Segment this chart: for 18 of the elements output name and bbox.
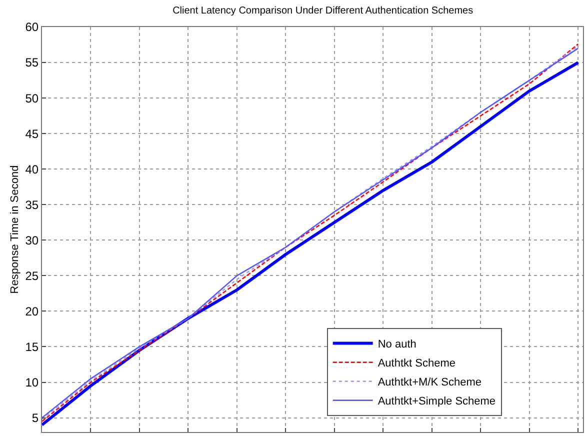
- legend-label: No auth: [378, 338, 416, 351]
- y-tick-label: 25: [25, 268, 39, 283]
- legend-label: Authtkt Scheme: [378, 358, 456, 370]
- y-tick-label: 55: [25, 56, 39, 70]
- y-tick-label: 30: [25, 233, 39, 248]
- legend-label: Authtkt+Simple Scheme: [378, 396, 496, 408]
- y-tick-label: 50: [25, 91, 39, 106]
- y-tick-label: 15: [25, 340, 39, 354]
- chart-title: Client Latency Comparison Under Different Authentication Schemes: [172, 6, 474, 17]
- y-tick-label: 60: [25, 20, 39, 34]
- y-tick-label: 40: [25, 162, 39, 176]
- y-tick-label: 5: [32, 410, 39, 425]
- legend-label: Authtkt+M/K Scheme: [378, 376, 482, 389]
- y-tick-label: 20: [25, 304, 39, 318]
- y-tick-label: 10: [25, 375, 39, 390]
- y-axis-title: Response Time in Second: [8, 165, 21, 294]
- y-tick-label: 45: [25, 126, 39, 141]
- y-tick-label: 35: [25, 198, 39, 212]
